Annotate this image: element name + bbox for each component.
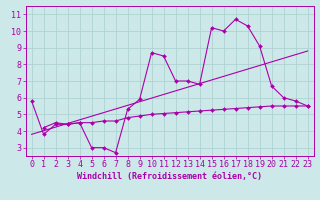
X-axis label: Windchill (Refroidissement éolien,°C): Windchill (Refroidissement éolien,°C) <box>77 172 262 181</box>
